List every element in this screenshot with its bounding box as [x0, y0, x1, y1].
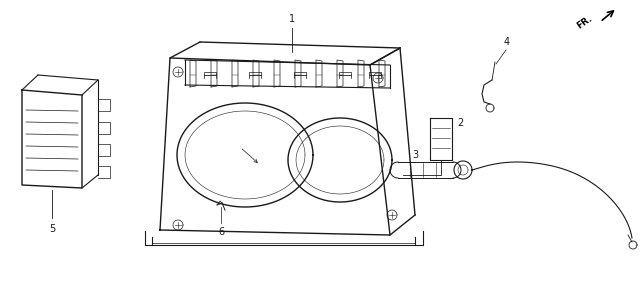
- Text: 3: 3: [412, 150, 418, 160]
- Text: 6: 6: [218, 227, 224, 237]
- Text: 4: 4: [504, 37, 510, 47]
- Text: 2: 2: [457, 118, 463, 128]
- Text: 1: 1: [289, 14, 295, 24]
- Text: FR.: FR.: [575, 14, 594, 30]
- Text: 5: 5: [49, 224, 55, 234]
